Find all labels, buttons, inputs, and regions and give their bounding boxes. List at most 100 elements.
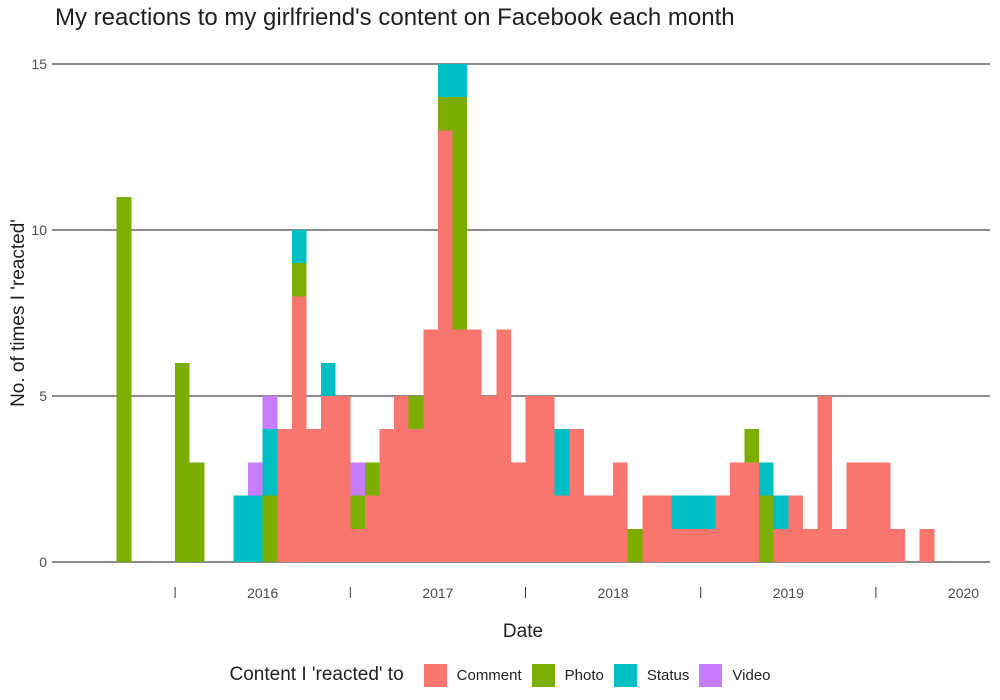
x-tick-label: 2020	[948, 585, 979, 601]
legend-label: Photo	[564, 666, 604, 684]
legend-item-status: Status	[613, 663, 690, 687]
bar-comment	[408, 429, 424, 562]
bar-comment	[306, 429, 322, 562]
bar-comment	[642, 495, 657, 562]
bar-comment	[817, 396, 833, 562]
bar-photo	[759, 495, 774, 562]
bar-comment	[554, 495, 570, 562]
bar-status	[759, 462, 774, 496]
legend-item-comment: Comment	[423, 663, 522, 687]
legend-swatch	[613, 663, 637, 687]
y-axis-label: No. of times I 'reacted'	[8, 219, 29, 407]
bar-comment	[700, 528, 716, 562]
bar-comment	[773, 528, 789, 562]
bar-comment	[598, 495, 614, 562]
bar-comment	[467, 329, 482, 562]
legend-title: Content I 'reacted' to	[229, 664, 404, 685]
bar-comment	[496, 329, 511, 562]
bar-comment	[452, 329, 468, 562]
bar-layer	[116, 64, 935, 563]
bar-video	[350, 462, 365, 496]
legend-swatch	[699, 663, 723, 687]
x-axis-label: Date	[503, 621, 543, 642]
x-tick-label: 2019	[773, 585, 804, 601]
bar-comment	[788, 495, 803, 562]
bar-comment	[875, 462, 891, 562]
bar-comment	[364, 495, 380, 562]
bar-status	[700, 495, 716, 529]
bar-photo	[364, 462, 380, 496]
bar-comment	[671, 528, 687, 562]
bar-comment	[540, 396, 555, 562]
bar-photo	[452, 97, 468, 330]
bar-video	[248, 462, 263, 496]
bar-comment	[569, 429, 584, 562]
bar-status	[554, 429, 570, 496]
bar-status	[452, 64, 468, 98]
bar-comment	[437, 130, 453, 562]
x-tick-label: 2017	[422, 585, 453, 601]
bar-comment	[583, 495, 599, 562]
bar-comment	[686, 528, 701, 562]
bar-status	[671, 495, 687, 529]
bar-comment	[481, 396, 497, 562]
bar-comment	[379, 429, 395, 562]
bar-comment	[729, 462, 745, 562]
legend-label: Comment	[456, 666, 522, 684]
y-tick-label: 5	[39, 388, 47, 404]
bar-status	[291, 230, 307, 264]
bar-photo	[116, 196, 132, 563]
bar-comment	[919, 528, 935, 562]
legend-item-video: Video	[699, 663, 771, 687]
bar-photo	[350, 495, 365, 529]
x-tick-label: 2018	[598, 585, 629, 601]
bar-photo	[437, 97, 453, 131]
bar-video	[262, 396, 278, 430]
legend-swatch	[531, 663, 555, 687]
bar-photo	[744, 429, 760, 463]
bar-comment	[656, 495, 672, 562]
bar-status	[233, 495, 249, 562]
y-axis-ticks: 0 5 10 15	[31, 56, 47, 570]
y-tick-label: 10	[31, 222, 47, 238]
bar-status	[437, 64, 453, 98]
bar-comment	[510, 462, 526, 562]
bar-status	[773, 495, 789, 529]
bar-comment	[291, 296, 307, 562]
bar-status	[321, 362, 336, 396]
bar-comment	[861, 462, 876, 562]
bar-comment	[846, 462, 862, 562]
bar-comment	[394, 396, 409, 562]
chart-title: My reactions to my girlfriend's content …	[55, 4, 735, 31]
bar-photo	[262, 495, 278, 562]
x-axis-ticks: 2016 2017 2018 2019 2020	[174, 585, 979, 601]
bar-comment	[277, 429, 292, 562]
bar-comment	[802, 528, 818, 562]
bar-comment	[744, 462, 760, 562]
bar-comment	[350, 528, 365, 562]
legend-item-photo: Photo	[531, 663, 604, 687]
x-tick-label: 2016	[247, 585, 278, 601]
bar-photo	[627, 528, 643, 562]
legend: Content I 'reacted' to Comment Photo Statu…	[0, 660, 1000, 690]
bar-comment	[613, 462, 628, 562]
bar-photo	[189, 462, 205, 562]
bar-comment	[715, 495, 730, 562]
bar-status	[262, 429, 278, 496]
legend-label: Status	[646, 666, 690, 684]
bar-comment	[832, 528, 847, 562]
bar-status	[686, 495, 701, 529]
bar-photo	[408, 396, 424, 430]
bar-comment	[525, 396, 541, 562]
bar-photo	[175, 362, 190, 562]
legend-swatch	[423, 663, 447, 687]
legend-items: Comment Photo Status Video	[414, 663, 771, 687]
bar-comment	[321, 396, 336, 562]
y-tick-label: 0	[39, 554, 47, 570]
bar-comment	[335, 396, 351, 562]
bar-comment	[423, 329, 438, 562]
y-tick-label: 15	[31, 56, 47, 72]
chart-plot: 0 5 10 15 2016 2017 2018 2019 2020 No. of times…	[8, 56, 990, 642]
bar-status	[248, 495, 263, 562]
bar-comment	[890, 528, 906, 562]
